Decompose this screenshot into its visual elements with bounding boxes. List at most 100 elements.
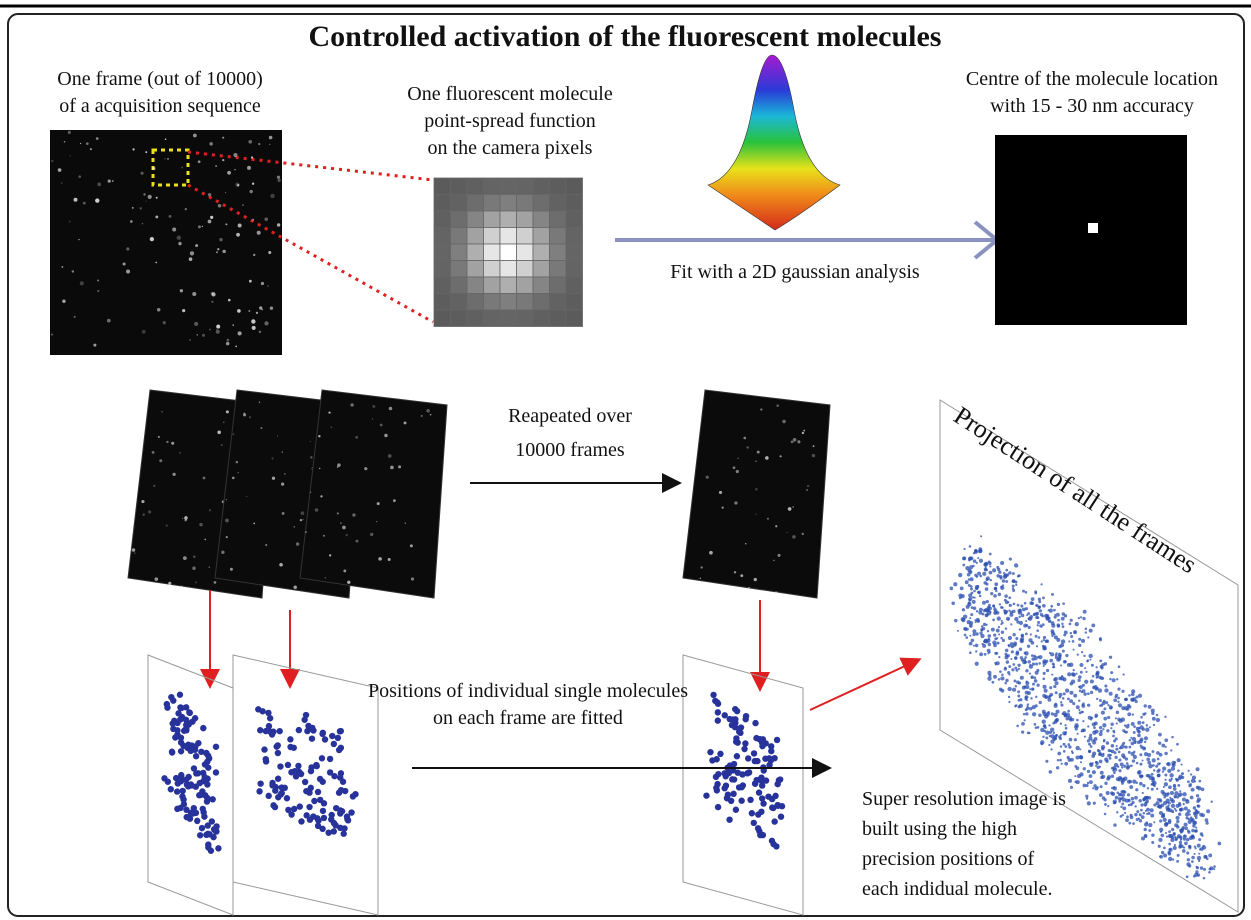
localization xyxy=(1070,786,1073,789)
speckle xyxy=(743,437,746,440)
localization xyxy=(1025,695,1029,699)
localization xyxy=(1051,635,1053,637)
localization xyxy=(983,623,986,626)
localization xyxy=(1043,639,1045,641)
localization xyxy=(1110,671,1113,674)
localization xyxy=(1165,832,1167,834)
speckle xyxy=(329,554,331,556)
speckle xyxy=(211,292,214,295)
speckle xyxy=(80,281,84,285)
localization xyxy=(1034,590,1037,593)
speckle xyxy=(70,155,71,156)
localization xyxy=(976,562,978,564)
molecule xyxy=(327,769,333,775)
localization xyxy=(1090,719,1092,721)
speckle xyxy=(264,218,267,221)
molecule xyxy=(733,807,739,813)
localization xyxy=(1071,750,1073,752)
speckle xyxy=(177,236,181,240)
speckle xyxy=(238,223,242,227)
localization xyxy=(1050,748,1052,750)
molecule xyxy=(199,825,205,831)
speckle xyxy=(222,137,224,139)
localization xyxy=(1044,689,1048,693)
molecule xyxy=(292,768,298,774)
speckle xyxy=(247,166,251,170)
localization xyxy=(1078,675,1082,679)
speckle xyxy=(388,454,392,458)
pixel xyxy=(566,178,583,195)
localization xyxy=(1169,773,1173,777)
localization xyxy=(1064,762,1068,766)
speckle xyxy=(189,257,193,261)
localization xyxy=(1184,835,1186,837)
localization xyxy=(1148,764,1152,768)
speckle xyxy=(719,491,722,494)
localization xyxy=(1147,774,1151,778)
molecule xyxy=(303,712,309,718)
molecule xyxy=(288,811,294,817)
pixel xyxy=(500,244,517,261)
localized-point xyxy=(1088,223,1098,233)
localization xyxy=(1180,829,1184,833)
localization xyxy=(1204,855,1207,858)
localization xyxy=(1099,699,1102,702)
speckle xyxy=(216,330,220,334)
localization xyxy=(1028,626,1031,629)
localization xyxy=(1101,745,1105,749)
localization xyxy=(1010,658,1012,660)
speckle xyxy=(268,251,271,254)
localization xyxy=(1120,790,1123,793)
localization xyxy=(1125,757,1128,760)
localization xyxy=(1042,647,1045,650)
speckle xyxy=(277,176,280,179)
localization xyxy=(993,675,997,679)
localization xyxy=(977,557,979,559)
molecule xyxy=(336,747,342,753)
localization xyxy=(1140,716,1143,719)
localization xyxy=(1161,834,1165,838)
localization xyxy=(1118,769,1121,772)
localization xyxy=(1102,723,1106,727)
localization xyxy=(1109,656,1112,659)
molecule xyxy=(319,826,325,832)
localization xyxy=(1040,583,1042,585)
localization xyxy=(1160,831,1162,833)
localization xyxy=(1158,742,1161,745)
localization xyxy=(1102,677,1104,679)
speckle xyxy=(237,472,238,473)
localization xyxy=(1208,854,1212,858)
molecule xyxy=(303,812,309,818)
localization xyxy=(1049,731,1052,734)
speckle xyxy=(221,444,223,446)
localization xyxy=(1018,574,1021,577)
pixel xyxy=(517,310,534,327)
localization xyxy=(1057,752,1061,756)
localization xyxy=(1197,873,1200,876)
speckle xyxy=(182,518,183,519)
molecule xyxy=(754,758,760,764)
molecule xyxy=(315,789,321,795)
speckle xyxy=(377,502,380,505)
localization xyxy=(1067,710,1070,713)
speckle xyxy=(156,197,158,199)
speckle xyxy=(734,571,736,573)
localization xyxy=(1025,591,1028,594)
localization xyxy=(1197,805,1200,808)
speckle xyxy=(745,543,746,544)
pixel xyxy=(500,211,517,228)
localization xyxy=(1055,656,1058,659)
localization xyxy=(1035,612,1039,616)
label: One frame (out of 10000) xyxy=(57,68,263,90)
speckle xyxy=(755,514,756,515)
localization xyxy=(974,574,977,577)
localization xyxy=(1030,697,1032,699)
localization xyxy=(1163,847,1166,850)
speckle xyxy=(337,512,339,514)
localization xyxy=(1015,704,1017,706)
localization xyxy=(1073,649,1075,651)
localization xyxy=(1109,750,1112,753)
localization xyxy=(1016,669,1019,672)
localization xyxy=(1194,847,1196,849)
localization xyxy=(1081,651,1083,653)
